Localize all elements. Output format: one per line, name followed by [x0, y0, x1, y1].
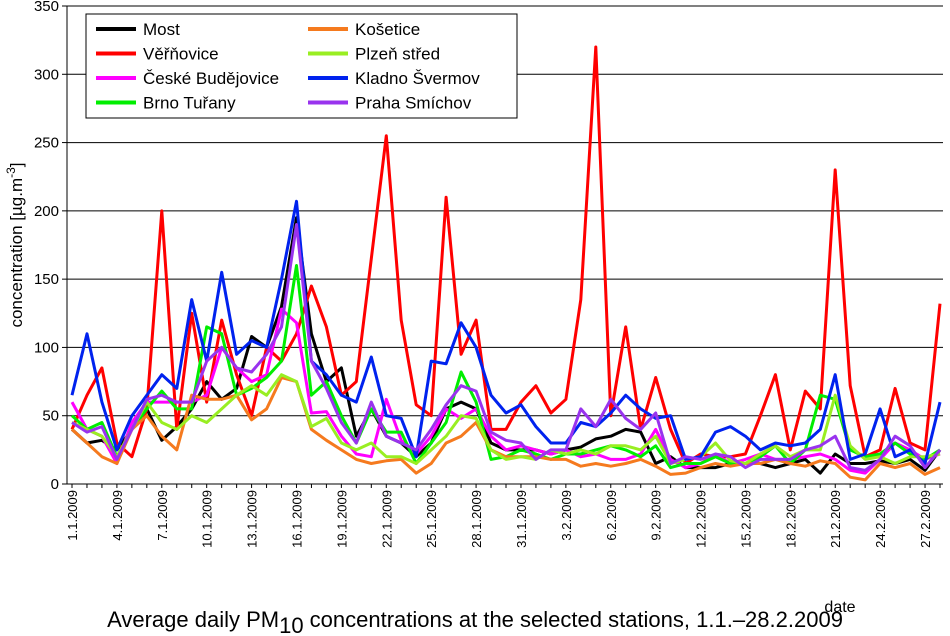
x-tick-label: 18.2.2009	[783, 490, 798, 548]
y-tick-label: 200	[34, 203, 59, 220]
series-line	[70, 199, 942, 465]
chart-title: Average daily PM	[107, 607, 279, 632]
legend-label: Brno Tuřany	[143, 94, 236, 113]
y-axis-label-group: concentration [µg.m-3]	[4, 162, 26, 327]
y-tick-label: 250	[34, 135, 59, 152]
legend-box	[85, 13, 518, 119]
x-tick-label: 12.2.2009	[694, 490, 709, 548]
series-line	[71, 223, 942, 472]
x-tick-label: 31.1.2009	[514, 490, 529, 548]
x-tick-label: 7.1.2009	[155, 490, 170, 541]
chart-title-group: Average daily PM10 concentrations at the…	[107, 607, 843, 636]
x-tick-label: 24.2.2009	[873, 490, 888, 548]
y-axis-label-superscript: -3	[4, 167, 18, 178]
y-axis-label: concentration [µg.m	[7, 178, 26, 328]
x-tick-label: 16.1.2009	[289, 490, 304, 548]
legend-label: Kladno Švermov	[355, 69, 480, 88]
legend: Most Věřňovice České Budějovice Brno Tuřany…	[85, 13, 518, 119]
x-tick-label: 4.1.2009	[110, 490, 125, 541]
y-tick-label: 50	[42, 408, 59, 425]
y-tick-label: 350	[34, 0, 59, 15]
legend-label: Košetice	[355, 20, 420, 39]
series-line	[70, 376, 941, 482]
x-tick-label: 6.2.2009	[604, 490, 619, 541]
x-tick-label: 10.1.2009	[200, 490, 215, 548]
y-tick-label: 0	[51, 476, 59, 493]
y-axis-label-rest: ]	[7, 162, 26, 167]
legend-label: České Budějovice	[143, 69, 279, 88]
x-tick-label: 22.1.2009	[379, 490, 394, 548]
series-line	[71, 373, 941, 465]
y-tick-label: 300	[34, 66, 59, 83]
x-tick-label: 1.1.2009	[65, 490, 80, 541]
x-tick-label: 27.2.2009	[918, 490, 933, 548]
x-axis-label: date	[824, 599, 855, 616]
chart-title-rest: concentrations at the selected stations,…	[304, 607, 843, 632]
x-tick-label: 19.1.2009	[334, 490, 349, 548]
y-tick-label: 100	[34, 339, 59, 356]
x-tick-label: 15.2.2009	[738, 490, 753, 548]
series-line	[70, 45, 942, 465]
x-tick-label: 13.1.2009	[245, 490, 260, 548]
y-tick-label: 150	[34, 271, 59, 288]
chart-title-subscript: 10	[279, 613, 303, 636]
legend-label: Plzeň střed	[355, 45, 440, 64]
x-tick-label: 9.2.2009	[649, 490, 664, 541]
legend-label: Most	[143, 20, 180, 39]
legend-label: Věřňovice	[143, 45, 219, 64]
x-tick-label: 25.1.2009	[424, 490, 439, 548]
x-tick-label: 3.2.2009	[559, 490, 574, 541]
legend-label: Praha Smíchov	[355, 94, 472, 113]
x-tick-label: 28.1.2009	[469, 490, 484, 548]
x-tick-label: 21.2.2009	[828, 490, 843, 548]
